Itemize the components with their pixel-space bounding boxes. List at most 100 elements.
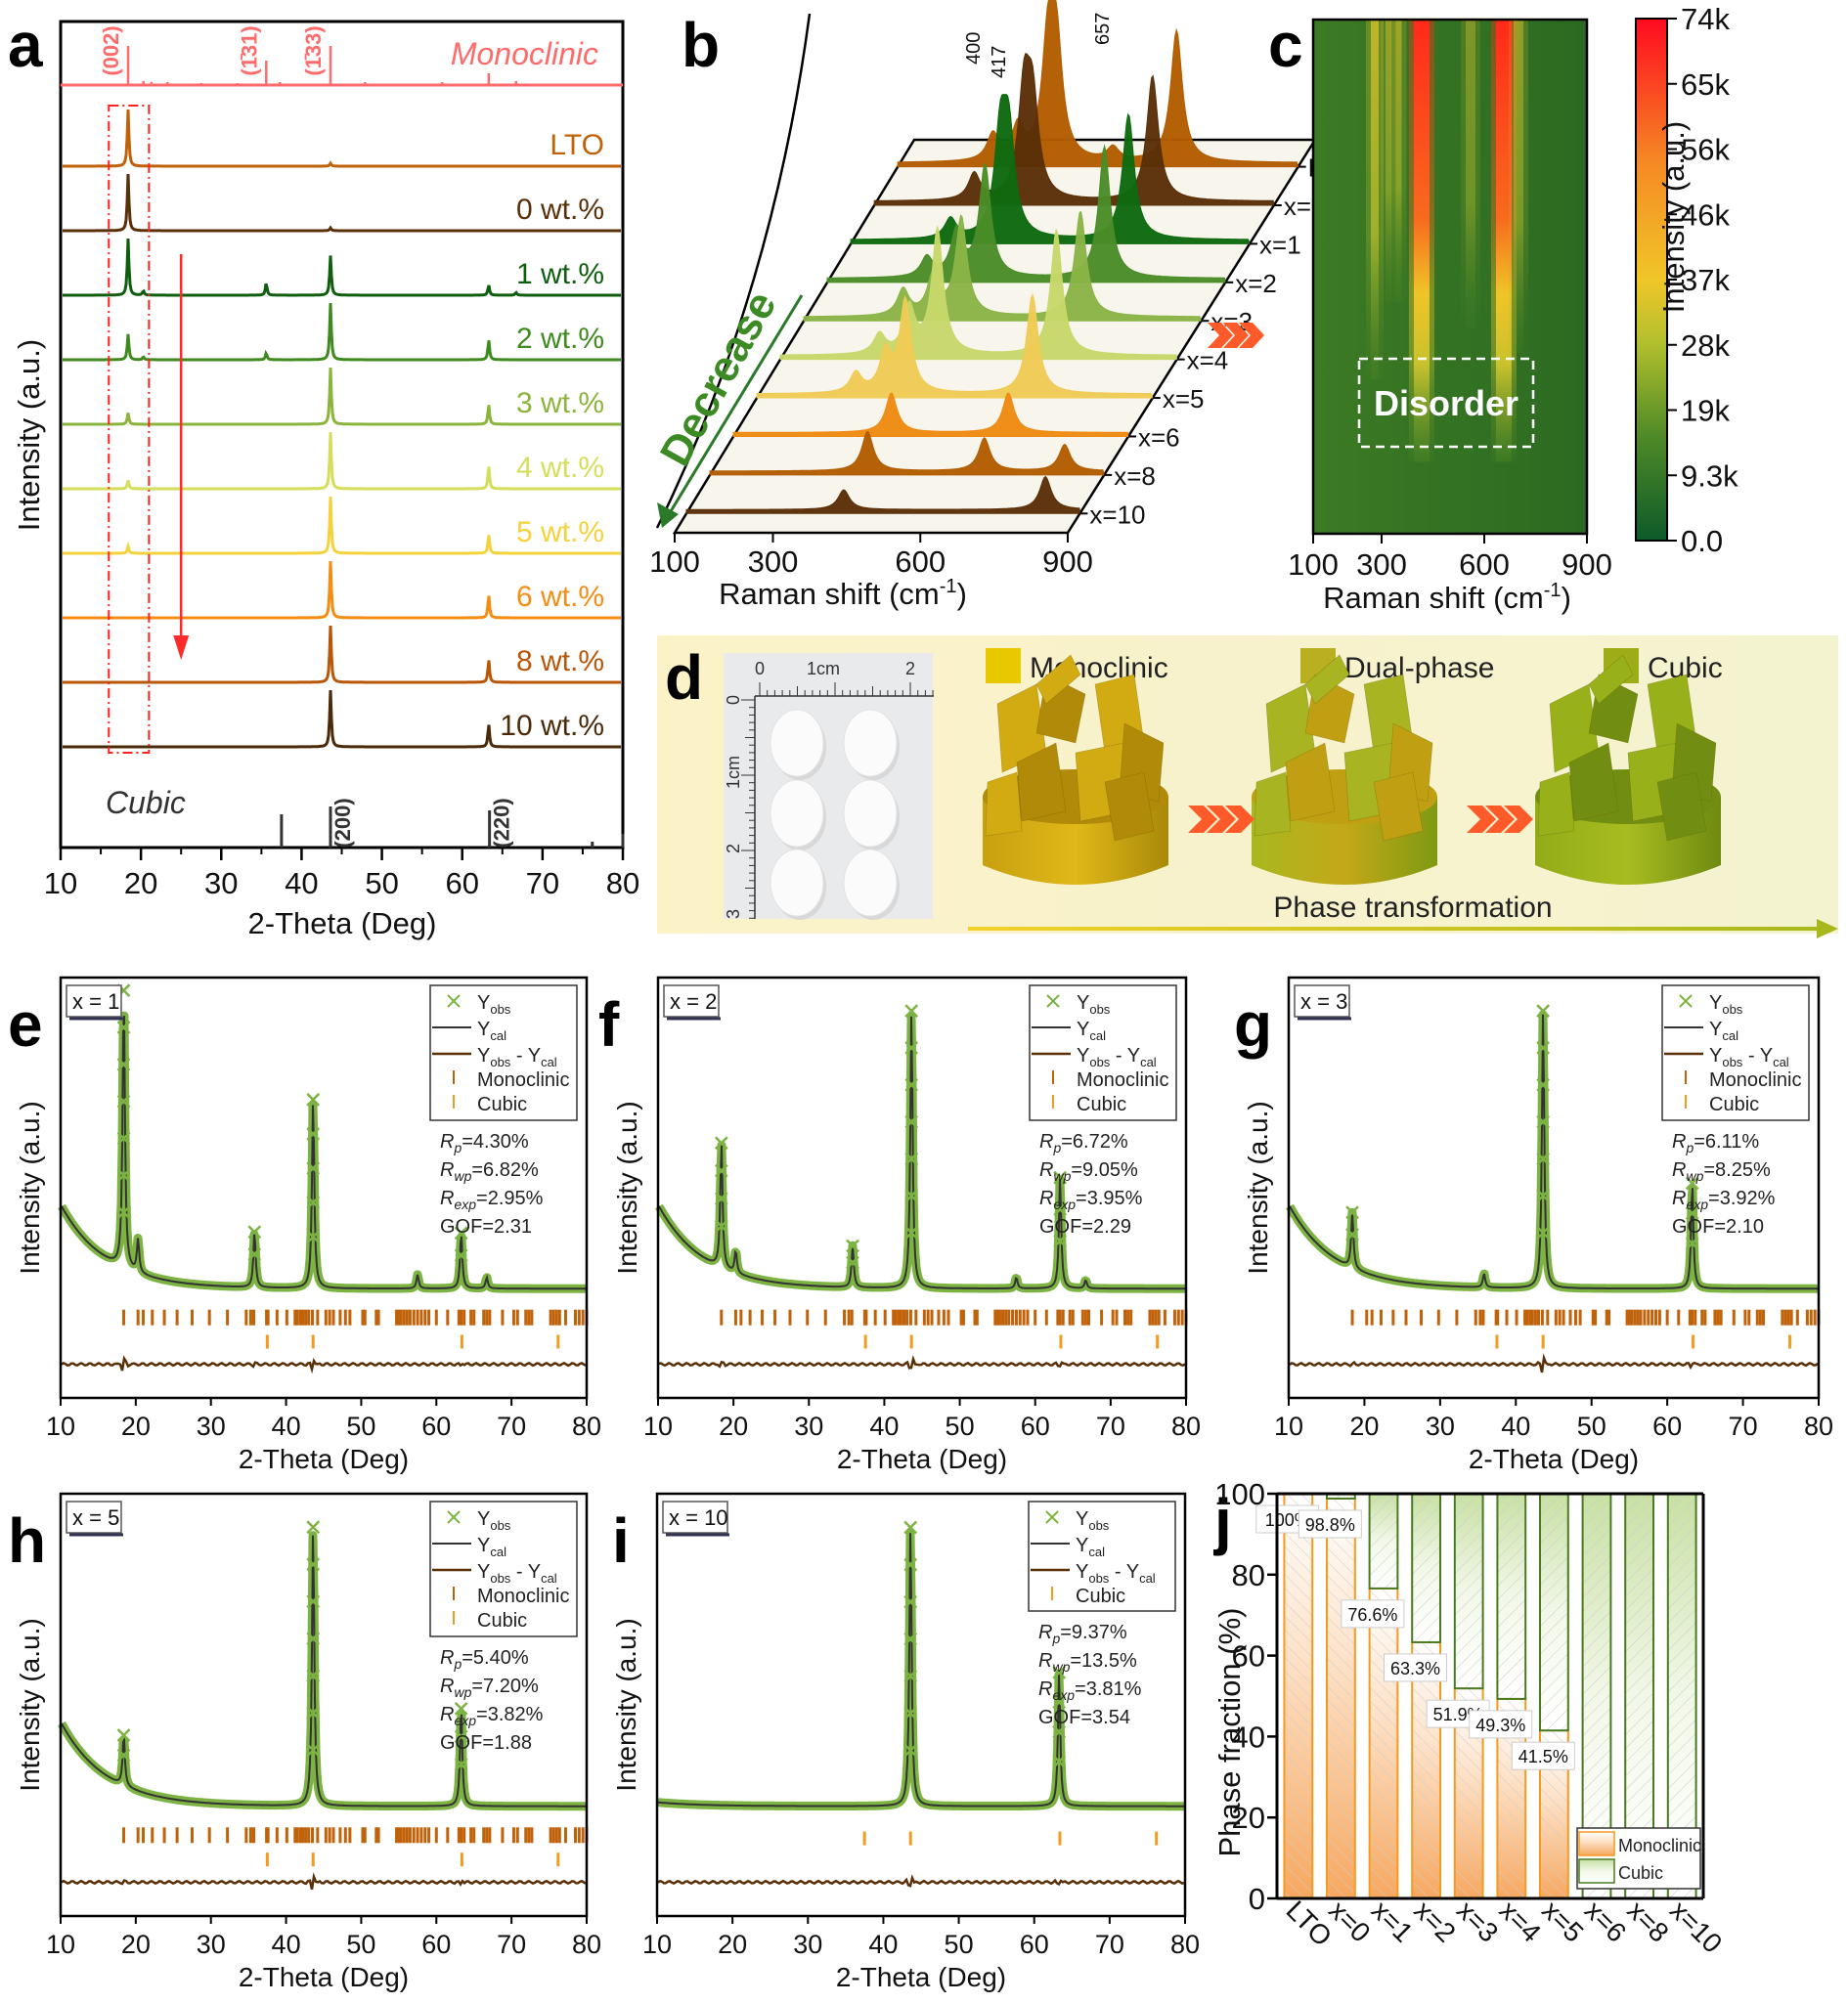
panel-a-xrd-patterns: a (002) (1̄31) (1̄33) LTO 0 wt.% 1 wt.% 2 wt.%… — [8, 10, 639, 940]
plot-frame — [59, 976, 589, 1400]
xrd-pattern-label: LTO — [550, 129, 604, 161]
legend-monoclinic-swatch — [986, 648, 1021, 683]
x-tick-label: 900 — [1042, 545, 1093, 579]
colorbar-tick-label: 56k — [1681, 133, 1730, 167]
legend-yobs-label: Yobs — [1076, 1508, 1110, 1533]
xrd-pattern-label: 10 wt.% — [500, 710, 604, 742]
transformation-arrow-line — [968, 927, 1819, 931]
xrd-pattern-line — [63, 496, 621, 555]
y-obs-marker — [306, 1594, 321, 1609]
x-tick-label: 60 — [1652, 1412, 1682, 1441]
xrd-pattern-line — [63, 431, 621, 491]
ruler-top-label: 2 — [905, 659, 915, 678]
crystal-shard — [1568, 742, 1619, 822]
y-obs-marker — [904, 1152, 919, 1166]
x-tick-label: 900 — [1562, 547, 1612, 582]
refinement-stat: Rp=6.11% — [1672, 1131, 1759, 1155]
x-tick-label: 50 — [946, 1412, 975, 1441]
y-obs-marker — [1536, 1189, 1551, 1203]
legend-monoclinic-label: Monoclinic — [477, 1586, 569, 1607]
x-category-label: x=4 — [1494, 1895, 1547, 1947]
chevron-arrow-icon — [1467, 806, 1496, 833]
sample-label: x = 3 — [1300, 989, 1347, 1014]
ruler-side-label: 1cm — [724, 756, 743, 789]
trend-arrow-head — [173, 635, 190, 660]
panel-label-g: g — [1234, 989, 1272, 1060]
legend-monoclinic-label: Monoclinic — [477, 1069, 569, 1091]
phase-transformation-caption: Phase transformation — [1273, 892, 1552, 924]
heatmap-band — [1514, 20, 1523, 354]
panel-b-curved-axis — [655, 13, 812, 529]
decrease-arrow-line — [666, 294, 804, 517]
legend-yobs-marker-icon — [447, 994, 461, 1008]
y-diff-line — [61, 1872, 587, 1890]
raman-spectrum-area — [803, 210, 1203, 322]
crystal-shard — [1104, 771, 1155, 842]
raman-spectrum-area — [873, 53, 1275, 206]
xrd-pattern-label: 8 wt.% — [516, 645, 604, 677]
y-obs-marker — [1536, 1114, 1551, 1129]
x-axis-label: 2-Theta (Deg) — [836, 1962, 1006, 1992]
y-obs-marker — [903, 1743, 918, 1758]
y-obs-marker — [1053, 1202, 1068, 1216]
colorbar — [1635, 18, 1668, 542]
x-tick-label: 20 — [121, 1930, 151, 1959]
x-tick-label: 80 — [606, 866, 639, 900]
crystal-shard — [1304, 654, 1350, 705]
x-tick-label: 50 — [945, 1930, 974, 1959]
xrd-pattern-line — [63, 625, 621, 684]
y-obs-marker — [903, 1557, 918, 1572]
x-axis-label: 2-Theta (Deg) — [837, 1444, 1007, 1474]
panel-j-ylabel: Phase fraction (%) — [1212, 1608, 1247, 1857]
chevron-arrow-icon — [1225, 806, 1254, 833]
raman-spectrum-area — [850, 93, 1251, 244]
legend-yobs-marker-icon — [1046, 994, 1060, 1008]
chevron-arrow-icon — [1485, 806, 1515, 833]
y-obs-marker — [306, 1743, 321, 1758]
heatmap-band — [1395, 20, 1402, 303]
y-obs-marker — [306, 1706, 321, 1721]
refinement-gof: GOF=2.31 — [440, 1216, 532, 1238]
x-tick-label: 70 — [526, 866, 559, 900]
colorbar-tick-label: 9.3k — [1681, 458, 1738, 493]
x-tick-label: 10 — [46, 1412, 75, 1441]
y-axis-label: Intensity (a.u.) — [1243, 1101, 1273, 1274]
x-tick-label: 50 — [346, 1930, 375, 1959]
x-tick-label: 40 — [285, 866, 318, 900]
monoclinic-hkl-label: (1̄31) — [237, 25, 261, 75]
panel-label-c: c — [1268, 10, 1303, 80]
colorbar-tick-label: 65k — [1681, 67, 1730, 102]
transformation-arrow-head — [1817, 919, 1838, 938]
y-obs-marker — [1053, 1234, 1068, 1248]
x-category-label: x=5 — [1536, 1895, 1589, 1947]
y-obs-marker — [714, 1192, 728, 1205]
data-label-box — [1384, 1653, 1448, 1682]
y-obs-marker — [1536, 1004, 1551, 1018]
y-obs-marker — [247, 1225, 262, 1240]
data-label: 41.5% — [1518, 1747, 1568, 1766]
y-obs-marker — [1536, 1041, 1551, 1055]
x-tick-label: 600 — [1459, 547, 1510, 582]
y-obs-marker — [247, 1247, 262, 1261]
colorbar-tick-label: 0.0 — [1681, 524, 1723, 558]
pellet — [843, 779, 898, 848]
refinement-gof: GOF=2.29 — [1039, 1216, 1131, 1238]
x-tick-label: 50 — [1577, 1412, 1606, 1441]
panel-label-d: d — [665, 642, 703, 713]
xrd-pattern-line — [63, 109, 621, 168]
plot-frame — [59, 1492, 589, 1918]
colorbar-tick-label: 19k — [1681, 394, 1730, 428]
y-obs-marker — [1052, 1724, 1067, 1739]
refinement-stat: Rexp=3.81% — [1038, 1678, 1142, 1703]
y-obs-marker — [904, 1041, 919, 1055]
raman-row-label: x=2 — [1235, 269, 1277, 298]
raman-spectrum-area — [779, 225, 1178, 361]
xrd-pattern-line — [63, 560, 621, 620]
y-obs-marker — [116, 1728, 131, 1742]
monoclinic-hkl-label: (002) — [99, 25, 123, 75]
y-obs-marker — [454, 1226, 468, 1241]
refinement-stat: Rexp=3.92% — [1672, 1188, 1776, 1212]
x-tick-label: 10 — [642, 1930, 672, 1959]
legend-monoclinic-swatch — [1578, 1831, 1615, 1856]
